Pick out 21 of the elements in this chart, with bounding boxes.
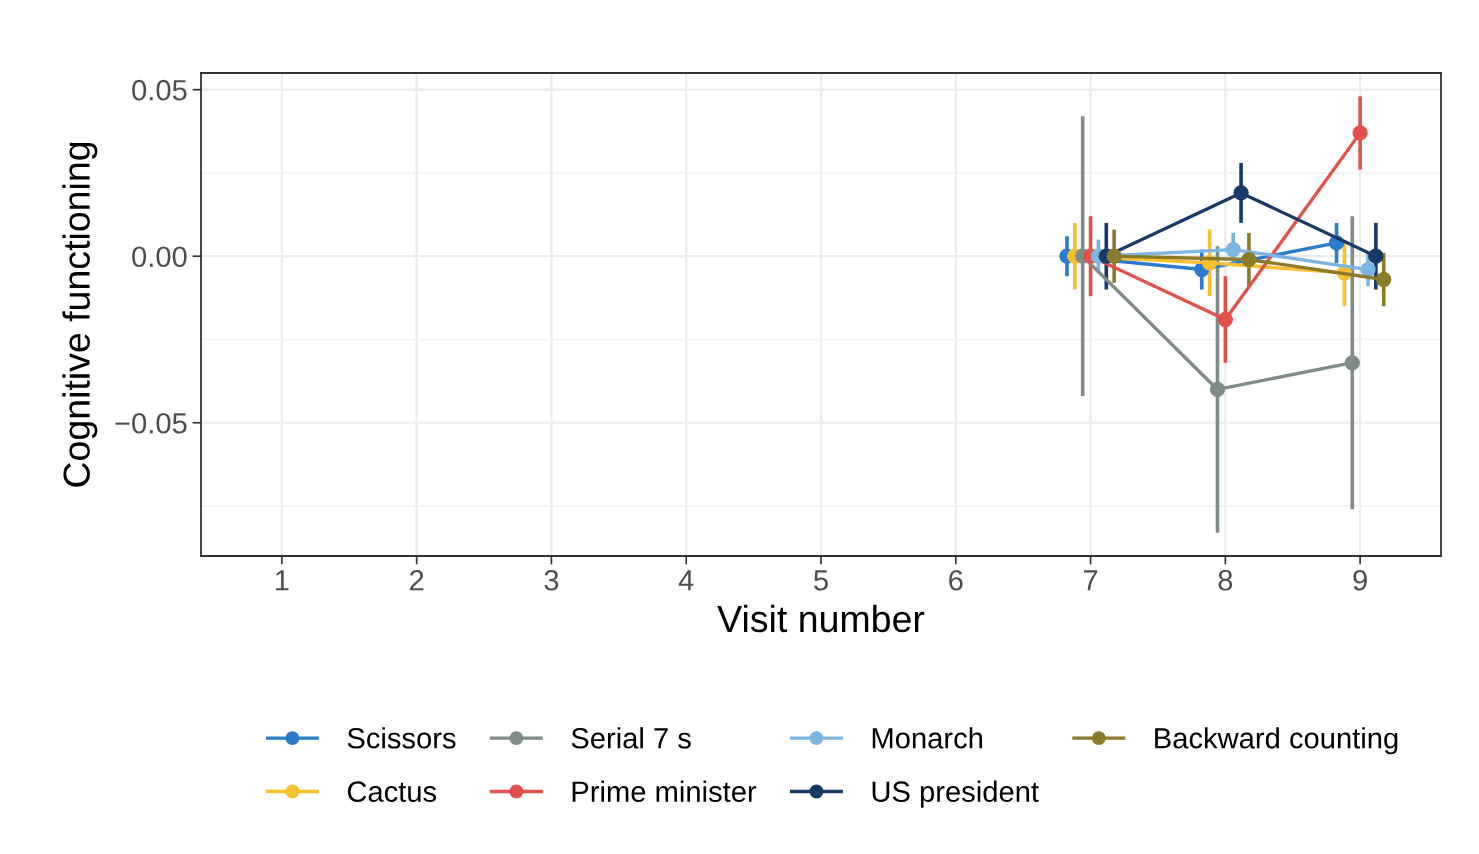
x-tick-label: 2 [410, 569, 424, 591]
y-tick-label: 0.05 [132, 79, 187, 101]
y-tick-label: −0.05 [115, 412, 187, 434]
x-tick-label: 4 [678, 570, 694, 591]
x-tick-label: 9 [1353, 569, 1367, 591]
legend-label: Prime minister [572, 780, 757, 803]
x-tick-label: 6 [949, 569, 963, 591]
y-tick-label: 0.00 [132, 246, 187, 268]
x-tick-label: 5 [814, 570, 828, 591]
legend-label: Scissors [347, 727, 456, 749]
x-axis-title: Visit number [717, 604, 925, 633]
x-tick-label: 8 [1218, 569, 1233, 591]
legend-label: Serial 7 s [571, 727, 691, 749]
y-axis-title: Cognitive functioning [62, 142, 98, 487]
legend-label: Cactus [347, 781, 437, 803]
x-tick-label: 7 [1083, 570, 1098, 591]
x-tick-label: 1 [275, 570, 289, 591]
legend-label: US president [872, 780, 1039, 808]
x-tick-label: 3 [544, 569, 559, 591]
legend-label: Backward counting [1155, 727, 1398, 755]
legend-label: Monarch [872, 727, 982, 749]
